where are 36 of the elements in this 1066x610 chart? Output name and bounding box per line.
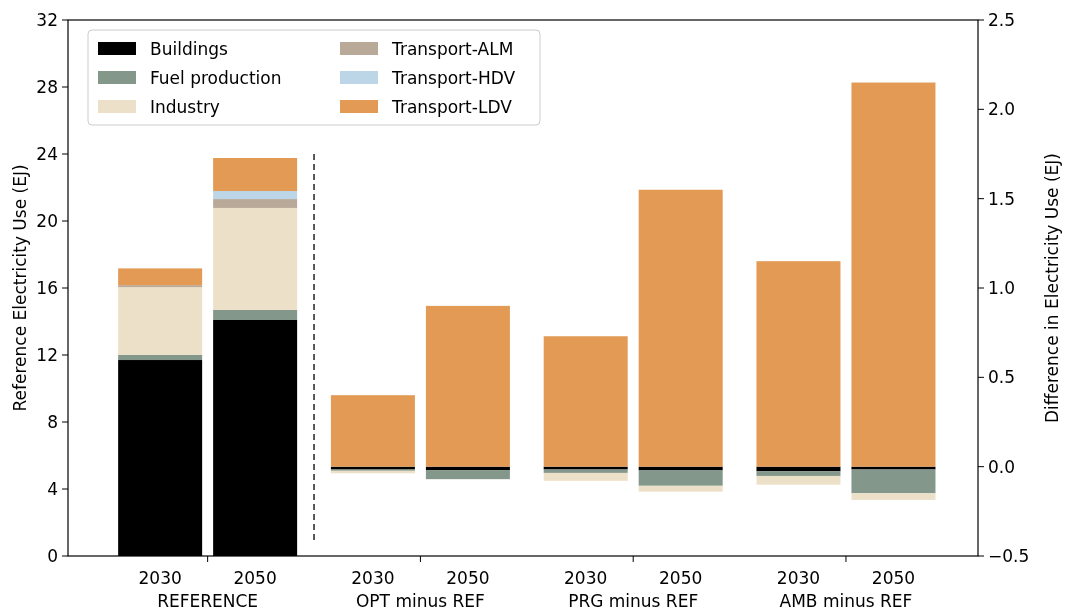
x-tick-label: 2050 — [233, 568, 277, 588]
y-tick-label: 16 — [36, 277, 58, 298]
y-axis-title: Reference Electricity Use (EJ) — [10, 164, 30, 412]
legend-label: Buildings — [150, 38, 228, 59]
legend-label: Industry — [150, 96, 220, 117]
text: REFERENCE — [157, 591, 259, 610]
x-tick-label: 2030 — [564, 568, 608, 588]
text: PRG minus REF — [568, 591, 699, 610]
legend-label: Fuel production — [150, 67, 282, 88]
legend-label: Transport-HDV — [391, 67, 516, 88]
y2-tick-label: −0.5 — [988, 545, 1030, 566]
x-tick-label: 2030 — [138, 568, 182, 588]
y2-tick-label: 2.0 — [988, 99, 1016, 120]
y-tick-label: 28 — [36, 76, 58, 97]
y-tick-label: 4 — [47, 478, 58, 499]
text: OPT minus REF — [355, 591, 485, 610]
y2-tick-label: 0.5 — [988, 367, 1016, 388]
x-tick-label: 2030 — [351, 568, 395, 588]
y-tick-label: 20 — [36, 210, 58, 231]
y-tick-label: 32 — [36, 9, 58, 30]
y-tick-label: 8 — [47, 411, 58, 432]
y-tick-label: 0 — [47, 545, 58, 566]
x-tick-label: 2030 — [776, 568, 821, 588]
text: AMB minus REF — [779, 591, 913, 610]
y-tick-label: 24 — [36, 143, 58, 164]
x-tick-label: 2050 — [659, 568, 703, 588]
y2-tick-label: 2.5 — [988, 9, 1016, 30]
legend-label: Transport-ALM — [391, 38, 514, 59]
y2-tick-label: 1.5 — [988, 188, 1016, 209]
y2-tick-label: 1.0 — [988, 277, 1016, 298]
x-tick-label: 2050 — [446, 568, 490, 588]
y2-axis-title: Difference in Electricity Use (EJ) — [1042, 153, 1062, 423]
legend-label: Transport-LDV — [391, 96, 513, 117]
y2-tick-label: 0.0 — [988, 456, 1016, 477]
y-tick-label: 12 — [36, 344, 58, 365]
x-tick-label: 2050 — [871, 568, 916, 588]
